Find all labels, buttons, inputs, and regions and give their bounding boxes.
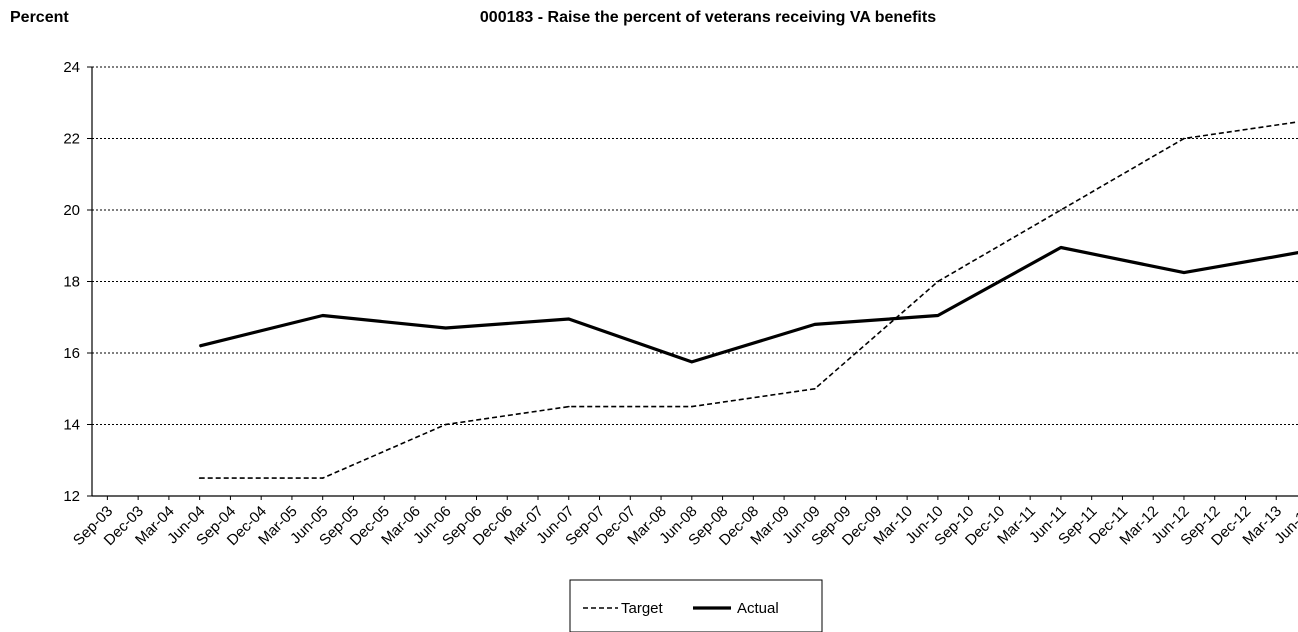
y-tick-16: 16 xyxy=(63,345,80,362)
y-tick-labels: 12 14 16 18 20 22 24 xyxy=(63,59,80,505)
y-tick-18: 18 xyxy=(63,274,80,291)
data-point-target-Jun-07 xyxy=(568,405,570,408)
y-tick-12: 12 xyxy=(63,488,80,505)
gridlines xyxy=(92,66,1298,425)
data-point-actual-Jun-12 xyxy=(1183,271,1185,274)
data-point-actual-Jun-04 xyxy=(198,345,201,347)
chart-title: 000183 - Raise the percent of veterans r… xyxy=(480,9,936,26)
y-tick-22: 22 xyxy=(63,131,80,148)
data-point-actual-Jun-11 xyxy=(1060,246,1062,249)
data-point-target-Jun-06 xyxy=(444,423,447,426)
axes xyxy=(87,66,1298,500)
data-point-target-Jun-05 xyxy=(321,477,324,479)
legend-label-actual: Actual xyxy=(737,600,779,617)
data-point-actual-Jun-09 xyxy=(814,323,816,326)
y-tick-24: 24 xyxy=(63,59,80,76)
data-point-target-Jun-04 xyxy=(198,477,201,479)
data-point-target-Jun-10 xyxy=(937,280,939,283)
legend-box xyxy=(569,579,823,632)
x-tick-labels: Sep-03Dec-03Mar-04Jun-04Sep-04Dec-04Mar-… xyxy=(70,503,1298,549)
y-tick-14: 14 xyxy=(63,417,80,434)
data-point-target-Jun-09 xyxy=(814,388,816,390)
data-point-actual-Jun-10 xyxy=(937,314,939,317)
data-point-target-Jun-12 xyxy=(1183,137,1185,140)
data-point-actual-Jun-06 xyxy=(444,327,447,329)
data-point-actual-Jun-07 xyxy=(568,318,570,320)
series-lines xyxy=(198,121,1298,479)
data-point-actual-Jun-08 xyxy=(691,361,693,363)
series-line-actual xyxy=(199,245,1298,364)
data-point-actual-Jun-05 xyxy=(321,314,324,317)
legend-label-target: Target xyxy=(621,600,664,617)
data-point-target-Jun-08 xyxy=(691,405,693,408)
y-tick-20: 20 xyxy=(63,202,80,219)
data-point-target-Jun-11 xyxy=(1060,209,1062,211)
legend: Target Actual xyxy=(569,579,823,632)
y-axis-label: Percent xyxy=(10,9,69,26)
